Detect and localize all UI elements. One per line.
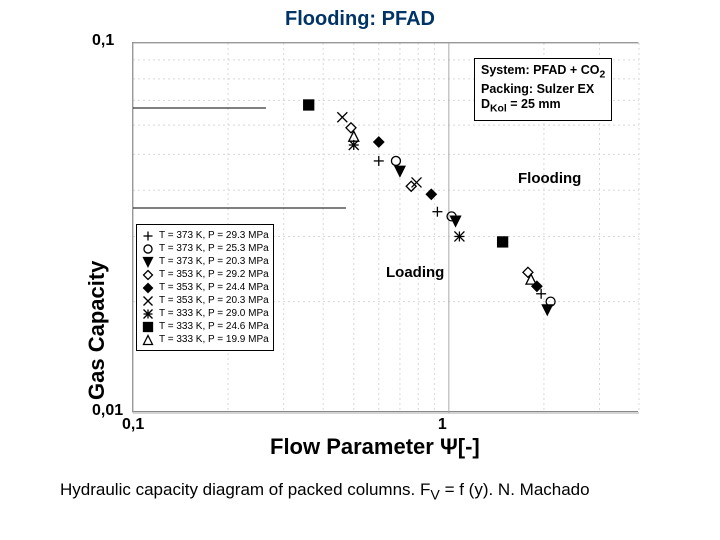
legend-row: T = 333 K, P = 29.0 MPa [141,307,269,320]
legend-marker-icon [141,307,155,321]
legend-marker-icon [141,229,155,243]
info-line: DKol = 25 mm [481,97,605,116]
tick-label: 1 [438,416,447,434]
tick-label: 0,1 [122,416,144,434]
legend-box: T = 373 K, P = 29.3 MPaT = 373 K, P = 25… [136,224,274,351]
legend-label: T = 333 K, P = 19.9 MPa [159,334,269,346]
legend-marker-icon [141,242,155,256]
legend-marker-icon [141,281,155,295]
legend-label: T = 373 K, P = 20.3 MPa [159,256,269,268]
info-line: Packing: Sulzer EX [481,82,605,98]
caption: Hydraulic capacity diagram of packed col… [60,480,590,503]
region-label: Loading [386,264,444,281]
region-label: Flooding [518,170,581,187]
legend-row: T = 353 K, P = 29.2 MPa [141,268,269,281]
legend-label: T = 353 K, P = 29.2 MPa [159,269,269,281]
legend-row: T = 373 K, P = 25.3 MPa [141,242,269,255]
legend-row: T = 353 K, P = 20.3 MPa [141,294,269,307]
x-axis-label: Flow Parameter Ψ[-] [270,434,480,460]
legend-label: T = 373 K, P = 25.3 MPa [159,243,269,255]
legend-row: T = 353 K, P = 24.4 MPa [141,281,269,294]
info-box: System: PFAD + CO2Packing: Sulzer EXDKol… [474,58,612,121]
legend-marker-icon [141,255,155,269]
page-title: Flooding: PFAD [285,8,435,31]
y-axis-label: Gas Capacity [84,261,110,400]
legend-row: T = 373 K, P = 20.3 MPa [141,255,269,268]
legend-marker-icon [141,268,155,282]
legend-label: T = 353 K, P = 24.4 MPa [159,282,269,294]
legend-row: T = 373 K, P = 29.3 MPa [141,229,269,242]
legend-label: T = 353 K, P = 20.3 MPa [159,295,269,307]
tick-label: 0,1 [92,32,114,50]
legend-marker-icon [141,333,155,347]
legend-label: T = 333 K, P = 24.6 MPa [159,321,269,333]
legend-row: T = 333 K, P = 24.6 MPa [141,320,269,333]
legend-label: T = 333 K, P = 29.0 MPa [159,308,269,320]
info-line: System: PFAD + CO2 [481,63,605,82]
tick-label: 0,01 [92,402,123,420]
legend-row: T = 333 K, P = 19.9 MPa [141,333,269,346]
legend-label: T = 373 K, P = 29.3 MPa [159,230,269,242]
legend-marker-icon [141,320,155,334]
legend-marker-icon [141,294,155,308]
